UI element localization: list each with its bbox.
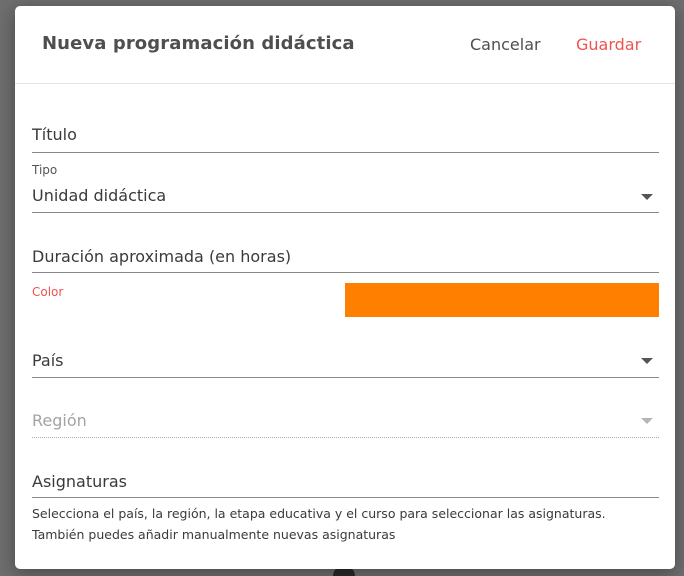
duration-field-label: Duración aproximada (en horas): [32, 247, 292, 266]
type-select-underline: [32, 212, 659, 213]
type-select[interactable]: Tipo Unidad didáctica: [32, 161, 659, 216]
country-select[interactable]: País: [32, 341, 659, 381]
chevron-down-icon: [641, 194, 653, 200]
dialog-header: Nueva programación didáctica Cancelar Gu…: [15, 6, 675, 84]
cancel-button[interactable]: Cancelar: [470, 35, 541, 54]
chevron-down-icon: [641, 358, 653, 364]
subjects-field-label: Asignaturas: [32, 472, 127, 491]
color-field: Color: [32, 283, 659, 317]
country-select-label: País: [32, 351, 64, 370]
duration-field-underline: [32, 272, 659, 273]
color-swatch[interactable]: [345, 283, 659, 317]
type-select-value: Unidad didáctica: [32, 186, 167, 205]
subjects-field[interactable]: Asignaturas: [32, 462, 659, 502]
type-select-label: Tipo: [32, 163, 58, 177]
color-field-label: Color: [32, 285, 64, 299]
region-select-label: Región: [32, 411, 87, 430]
new-programming-dialog: Nueva programación didáctica Cancelar Gu…: [15, 6, 675, 569]
region-select-underline: [32, 437, 659, 438]
subjects-field-underline: [32, 497, 659, 498]
save-button[interactable]: Guardar: [576, 35, 642, 54]
region-select: Región: [32, 401, 659, 441]
country-select-underline: [32, 377, 659, 378]
subjects-helper-text: Selecciona el país, la región, la etapa …: [32, 506, 606, 542]
title-field-underline: [32, 152, 659, 153]
title-field[interactable]: Título: [32, 116, 659, 156]
background-element: [333, 566, 355, 576]
duration-field[interactable]: Duración aproximada (en horas): [32, 236, 659, 276]
title-field-label: Título: [32, 125, 77, 144]
chevron-down-icon: [641, 418, 653, 424]
dialog-title: Nueva programación didáctica: [42, 33, 355, 54]
